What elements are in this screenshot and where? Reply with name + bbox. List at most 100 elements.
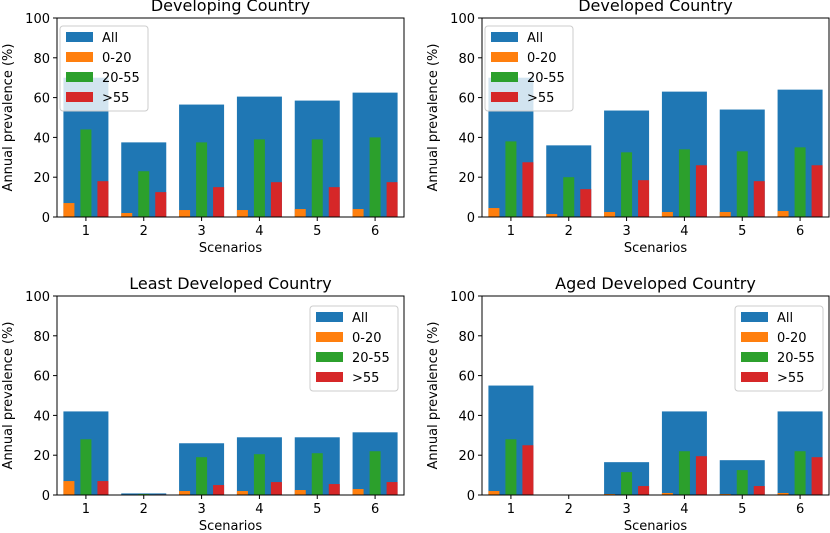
y-axis-label: Annual prevalence (%) [1, 322, 16, 470]
legend-swatch [491, 32, 518, 42]
y-tick-label: 100 [450, 290, 475, 305]
y-axis-label: Annual prevalence (%) [426, 322, 441, 470]
plot-frame [56, 295, 405, 496]
bar-2055-4 [253, 454, 265, 495]
legend-label: 20-55 [102, 71, 140, 86]
legend: All 0-20 20-55 >55 [484, 25, 574, 112]
chart-panel-4: Aged Developed Country 0 20 40 60 80 100 Annual… [426, 274, 830, 533]
legend-swatch [741, 352, 768, 362]
bar-2055-3 [196, 142, 208, 217]
y-tick-label: 20 [458, 449, 475, 464]
y-tick-label: 0 [467, 211, 475, 226]
x-tick-label: 5 [313, 502, 321, 517]
y-axis-label: Annual prevalence (%) [1, 44, 16, 192]
x-axis-label: Scenarios [624, 241, 688, 256]
y-tick-label: 100 [450, 12, 475, 27]
bar-55-5 [753, 181, 765, 217]
x-tick-label: 6 [371, 502, 379, 517]
legend-label: 20-55 [352, 351, 390, 366]
bar-2055-1 [80, 439, 92, 495]
y-tick-label: 0 [42, 489, 50, 504]
bar-2055-3 [621, 152, 633, 217]
x-tick-label: 2 [140, 502, 148, 517]
bar-55-4 [270, 482, 282, 495]
y-tick-label: 0 [42, 211, 50, 226]
legend-swatch [741, 332, 768, 342]
bar-2055-6 [369, 137, 381, 217]
bar-020-6 [352, 209, 364, 217]
x-tick-label: 3 [622, 224, 630, 239]
chart-panel-2: Developed Country 0 20 40 60 80 100 Annual prev… [426, 0, 830, 256]
bar-55-3 [638, 180, 650, 217]
plot-frame [481, 17, 830, 218]
bar-2055-6 [794, 147, 806, 217]
bar-55-6 [386, 182, 398, 217]
x-tick-label: 1 [82, 502, 90, 517]
x-tick-label: 4 [255, 502, 263, 517]
bar-55-2 [580, 189, 592, 217]
bar-2055-5 [311, 453, 323, 495]
bar-55-1 [522, 162, 534, 217]
plot-frame [56, 17, 405, 218]
x-tick-label: 1 [82, 224, 90, 239]
bar-2055-2 [138, 171, 150, 217]
legend-label: 0-20 [102, 51, 132, 66]
legend-label: >55 [102, 91, 129, 106]
chart-title: Least Developed Country [129, 274, 332, 293]
legend-swatch [741, 372, 768, 382]
x-tick-label: 4 [680, 224, 688, 239]
y-tick-label: 100 [25, 290, 50, 305]
chart-title: Developing Country [151, 0, 310, 15]
bar-2055-1 [505, 439, 517, 495]
bar-2055-1 [505, 141, 517, 217]
y-tick-label: 100 [25, 12, 50, 27]
legend-label: All [102, 31, 118, 46]
legend-swatch [491, 92, 518, 102]
y-tick-label: 20 [458, 171, 475, 186]
legend-label: 0-20 [527, 51, 557, 66]
bar-55-4 [695, 456, 707, 495]
bar-55-1 [97, 481, 109, 495]
legend: All 0-20 20-55 >55 [734, 305, 824, 392]
bar-020-5 [294, 490, 306, 495]
bar-020-4 [236, 491, 248, 495]
y-tick-label: 80 [458, 330, 475, 345]
plot-frame [481, 295, 830, 496]
legend-label: All [352, 311, 368, 326]
bar-020-5 [719, 212, 731, 217]
y-tick-label: 40 [458, 131, 475, 146]
bar-55-1 [97, 181, 109, 217]
bar-55-5 [328, 484, 340, 495]
x-tick-label: 4 [680, 502, 688, 517]
bar-020-2 [546, 214, 558, 217]
chart-panel-1: Developing Country 0 20 40 60 80 100 Annual pre… [1, 0, 405, 256]
bar-020-3 [604, 212, 616, 217]
x-axis-label: Scenarios [199, 519, 263, 533]
chart-title: Developed Country [578, 0, 733, 15]
x-tick-label: 5 [738, 502, 746, 517]
bar-020-6 [777, 211, 789, 217]
bar-020-3 [179, 210, 191, 217]
legend-swatch [741, 312, 768, 322]
legend: All 0-20 20-55 >55 [59, 25, 149, 112]
bar-55-6 [811, 457, 823, 495]
x-axis-label: Scenarios [199, 241, 263, 256]
bar-2055-1 [80, 129, 92, 217]
bar-020-1 [488, 208, 500, 217]
bar-55-3 [638, 486, 650, 495]
bar-2055-3 [621, 472, 633, 495]
legend-label: All [777, 311, 793, 326]
x-tick-label: 6 [371, 224, 379, 239]
bar-55-4 [695, 165, 707, 217]
y-tick-label: 80 [458, 52, 475, 67]
x-tick-label: 5 [313, 224, 321, 239]
y-tick-label: 60 [33, 370, 50, 385]
bar-020-6 [352, 489, 364, 495]
legend-label: 0-20 [777, 331, 807, 346]
x-tick-label: 2 [140, 224, 148, 239]
legend-swatch [316, 372, 343, 382]
x-tick-label: 3 [197, 224, 205, 239]
legend-label: >55 [777, 371, 804, 386]
bar-55-3 [213, 187, 225, 217]
bar-55-6 [386, 482, 398, 495]
